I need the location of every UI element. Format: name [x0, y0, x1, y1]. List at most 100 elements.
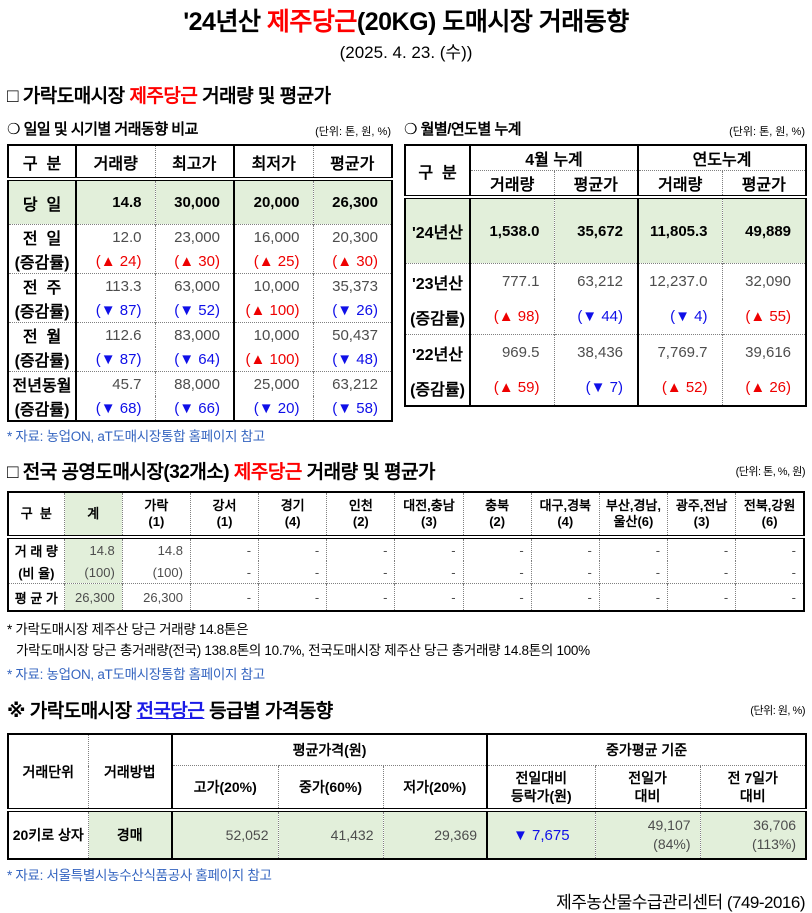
- value-cell: 35,672: [553, 197, 639, 264]
- high-price-cell: 52,052: [171, 810, 278, 859]
- value-cell: (100): [63, 561, 123, 584]
- value-cell: -: [530, 537, 600, 561]
- row-label: (증감률): [410, 381, 465, 399]
- value-cell: 7,769.7: [637, 334, 723, 370]
- header-cell: 구 분: [8, 145, 76, 181]
- section1-highlight: 제주당근: [129, 86, 198, 107]
- value-cell: 1,538.0: [469, 197, 554, 264]
- change-cell: (▼ 87): [75, 298, 155, 323]
- header-cell: 구 분: [405, 145, 470, 199]
- value-cell: -: [667, 583, 736, 611]
- row-label: 전 주: [8, 273, 76, 298]
- header-cell: 충북 (2): [462, 492, 532, 539]
- value-cell: 10,000: [233, 322, 313, 347]
- mid-price-cell: 41,432: [277, 810, 383, 859]
- value-cell: 63,000: [154, 273, 234, 298]
- section1-bullet: □: [7, 86, 18, 107]
- row-label: (증감률): [14, 402, 70, 419]
- value-cell: 14.8: [121, 537, 191, 561]
- today-row: 당 일 14.8 30,000 20,000 26,300: [8, 179, 392, 225]
- header-cell: 전일가 대비: [594, 765, 701, 812]
- prev-day-change-row: (증감률) (▲ 24) (▲ 30) (▲ 25) (▲ 30): [8, 249, 392, 274]
- header-cell: 경기 (4): [258, 492, 327, 539]
- value-cell: 49,889: [721, 197, 807, 264]
- year23-change-row: (증감률) (▲ 98) (▼ 44) (▼ 4) (▲ 55): [405, 299, 807, 335]
- value-cell: 35,373: [312, 273, 392, 298]
- value-cell: 777.1: [469, 263, 554, 299]
- change-cell: (▲ 100): [233, 347, 313, 372]
- header-cell: 전북,강원 (6): [735, 492, 804, 539]
- prev-week-change-row: (증감률) (▼ 87) (▼ 52) (▲ 100) (▼ 26): [8, 298, 392, 323]
- value-cell: 63,212: [553, 263, 639, 299]
- table-subheader-row: 거래량 평균가 거래량 평균가: [405, 170, 807, 199]
- value-cell: (100): [121, 561, 191, 584]
- grade-table-unit: (단위: 원, %): [750, 705, 805, 717]
- week-ratio-cell: 36,706 (113%): [699, 810, 807, 859]
- year23-row: '23년산 777.1 63,212 12,237.0 32,090: [405, 263, 807, 299]
- table-header-row: 구 분 거래량 최고가 최저가 평균가: [8, 145, 392, 181]
- header-cell: 저가(20%): [382, 765, 488, 812]
- value-cell: -: [462, 583, 532, 611]
- value-cell: 26,300: [312, 179, 392, 225]
- national-source-note: * 자료: 농업ON, aT도매시장통합 홈페이지 참고: [7, 667, 265, 682]
- value-cell: -: [462, 537, 532, 561]
- ratio-row: (비 율) (100) (100) - - - - - - - - -: [8, 561, 804, 584]
- change-cell: (▼ 48): [312, 347, 392, 372]
- value-cell: -: [735, 537, 804, 561]
- prev-day-row: 전 일 12.0 23,000 16,000 20,300: [8, 224, 392, 249]
- section3-heading: ※ 가락도매시장 전국당근 등급별 가격동향 (단위: 원, %): [7, 701, 805, 722]
- change-cell: (▼ 20): [233, 396, 313, 421]
- header-cell: 거래량: [637, 170, 723, 199]
- prev-month-row: 전 월 112.6 83,000 10,000 50,437: [8, 322, 392, 347]
- row-label: '23년산: [405, 263, 470, 299]
- section1-heading: □ 가락도매시장 제주당근 거래량 및 평균가: [7, 86, 331, 107]
- value-cell: -: [394, 561, 464, 584]
- header-cell: 강서 (1): [189, 492, 259, 539]
- value-cell: 45.7: [75, 371, 155, 396]
- row-label: (증감률): [410, 310, 465, 328]
- change-cell: (▼ 68): [75, 396, 155, 421]
- value-cell: 10,000: [233, 273, 313, 298]
- value-cell: 112.6: [75, 322, 155, 347]
- volume-row: 거 래 량 14.8 14.8 - - - - - - - - -: [8, 537, 804, 561]
- row-label: 전년동월: [8, 371, 76, 396]
- header-cell: 중가평균 기준: [486, 734, 807, 766]
- value-cell: 113.3: [75, 273, 155, 298]
- value-cell: -: [667, 561, 736, 584]
- value-cell: 38,436: [553, 334, 639, 370]
- change-cell: (▲ 25): [233, 249, 313, 274]
- value-cell: -: [735, 561, 804, 584]
- row-label: 평 균 가: [8, 583, 65, 611]
- header-cell: 4월 누계: [468, 145, 639, 171]
- value-cell: 16,000: [233, 224, 313, 249]
- value-cell: 50,437: [312, 322, 392, 347]
- row-label: '24년산: [405, 197, 470, 264]
- value-cell: 30,000: [154, 179, 234, 225]
- change-cell: (▼ 66): [154, 396, 234, 421]
- table-header-row: 구 분 4월 누계 연도누계: [405, 145, 807, 199]
- value-cell: 11,805.3: [637, 197, 723, 264]
- daily-source-note: * 자료: 농업ON, aT도매시장통합 홈페이지 참고: [7, 429, 265, 444]
- section3-bullet: ※: [7, 701, 25, 722]
- trade-method-cell: 경매: [87, 810, 172, 859]
- header-cell: 거래단위: [8, 734, 88, 812]
- cumulative-table: 구 분 4월 누계 연도누계 거래량 평균가 거래량 평균가 '24년산 1,5…: [404, 144, 808, 407]
- value-cell: -: [258, 537, 327, 561]
- row-label: 전 일: [8, 224, 76, 249]
- row-label: (증감률): [14, 255, 70, 272]
- value-cell: 32,090: [721, 263, 807, 299]
- header-cell: 최저가: [233, 145, 313, 181]
- header-cell: 평균가: [721, 170, 807, 199]
- header-cell: 광주,전남 (3): [667, 492, 736, 539]
- low-price-cell: 29,369: [382, 810, 488, 859]
- value-cell: 969.5: [469, 334, 554, 370]
- header-cell: 인천 (2): [326, 492, 395, 539]
- daily-table-unit: (단위: 톤, 원, %): [315, 126, 391, 138]
- row-label: 전 월: [8, 322, 76, 347]
- change-cell: (▲ 26): [721, 370, 807, 406]
- year24-row: '24년산 1,538.0 35,672 11,805.3 49,889: [405, 197, 807, 264]
- header-cell: 거래방법: [87, 734, 172, 812]
- section2-heading: □ 전국 공영도매시장(32개소) 제주당근 거래량 및 평균가 (단위: 톤,…: [7, 462, 806, 483]
- value-cell: 12,237.0: [637, 263, 723, 299]
- value-cell: -: [598, 561, 668, 584]
